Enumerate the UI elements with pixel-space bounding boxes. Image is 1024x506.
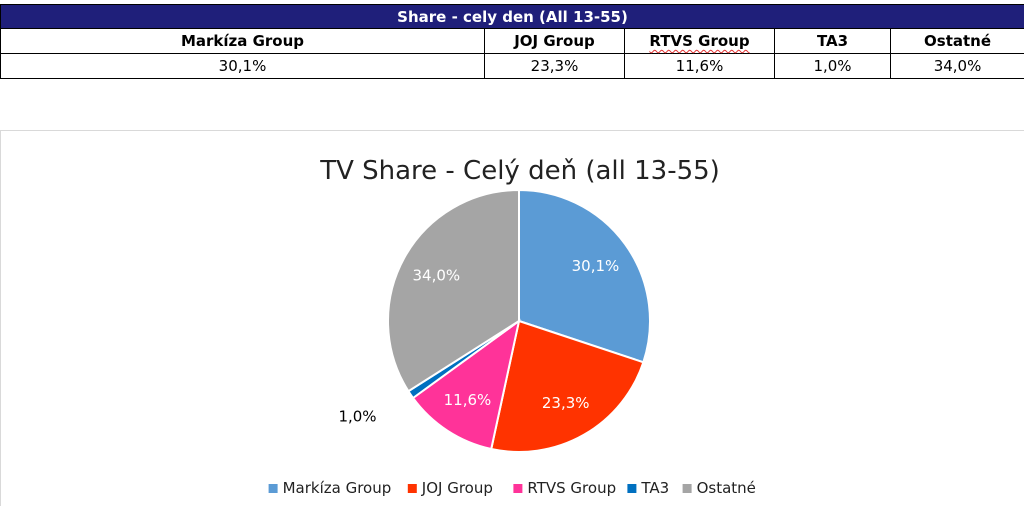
pie-chart: TV Share - Celý deň (all 13-55) 30,1% 23,… [268, 156, 756, 497]
table-header-row: Markíza Group JOJ Group RTVS Group TA3 O… [0, 28, 1024, 54]
data-label-joj-group: 23,3% [542, 394, 590, 412]
value-joj: 23,3% [484, 53, 625, 79]
data-label-markiza-group: 30,1% [572, 257, 620, 275]
chart-title: TV Share - Celý deň (all 13-55) [319, 156, 720, 186]
legend-swatch-rtvs-group [513, 484, 523, 493]
legend-swatch-markiza-group [268, 484, 278, 493]
value-rtvs: 11,6% [624, 53, 775, 79]
table-row: 30,1% 23,3% 11,6% 1,0% 34,0% [0, 53, 1024, 79]
legend-label-joj-group: JOJ Group [421, 479, 493, 497]
data-label-ostatne: 34,0% [413, 267, 461, 285]
pie-slice-markiza-group [518, 188, 651, 364]
legend-swatch-ostatne [682, 484, 692, 493]
value-markiza: 30,1% [0, 53, 485, 79]
pie-slice-labels: 30,1% 23,3% 11,6% 1,0% 34,0% [338, 257, 619, 426]
header-ostatne: Ostatné [889, 28, 1024, 54]
data-label-rtvs-group: 11,6% [444, 391, 492, 409]
data-label-ta3: 1,0% [338, 407, 376, 425]
share-table: Share - cely den (All 13-55) Markíza Gro… [0, 4, 1024, 79]
value-ostatne: 34,0% [889, 53, 1024, 79]
header-markiza: Markíza Group [0, 28, 485, 54]
legend: Markíza Group JOJ Group RTVS Group TA3 Ostat… [268, 479, 756, 497]
legend-swatch-joj-group [407, 484, 417, 493]
table-title: Share - cely den (All 13-55) [0, 4, 1024, 29]
legend-label-ostatne: Ostatné [697, 479, 756, 497]
pie-slice-ostatne [387, 188, 520, 393]
pie-slice-rtvs-group [411, 318, 521, 451]
legend-label-rtvs-group: RTVS Group [527, 479, 616, 497]
header-joj: JOJ Group [484, 28, 625, 54]
legend-swatch-ta3 [627, 484, 637, 493]
pie-slice-joj-group [490, 319, 645, 453]
header-rtvs: RTVS Group [624, 28, 775, 54]
value-ta3: 1,0% [774, 53, 891, 79]
pie-slices [387, 188, 651, 453]
legend-label-ta3: TA3 [640, 479, 669, 497]
chart-area: TV Share - Celý deň (all 13-55) 30,1% 23,… [0, 130, 1024, 506]
legend-label-markiza-group: Markíza Group [283, 479, 392, 497]
header-rtvs-text: RTVS Group [649, 32, 750, 50]
header-ta3: TA3 [774, 28, 891, 54]
